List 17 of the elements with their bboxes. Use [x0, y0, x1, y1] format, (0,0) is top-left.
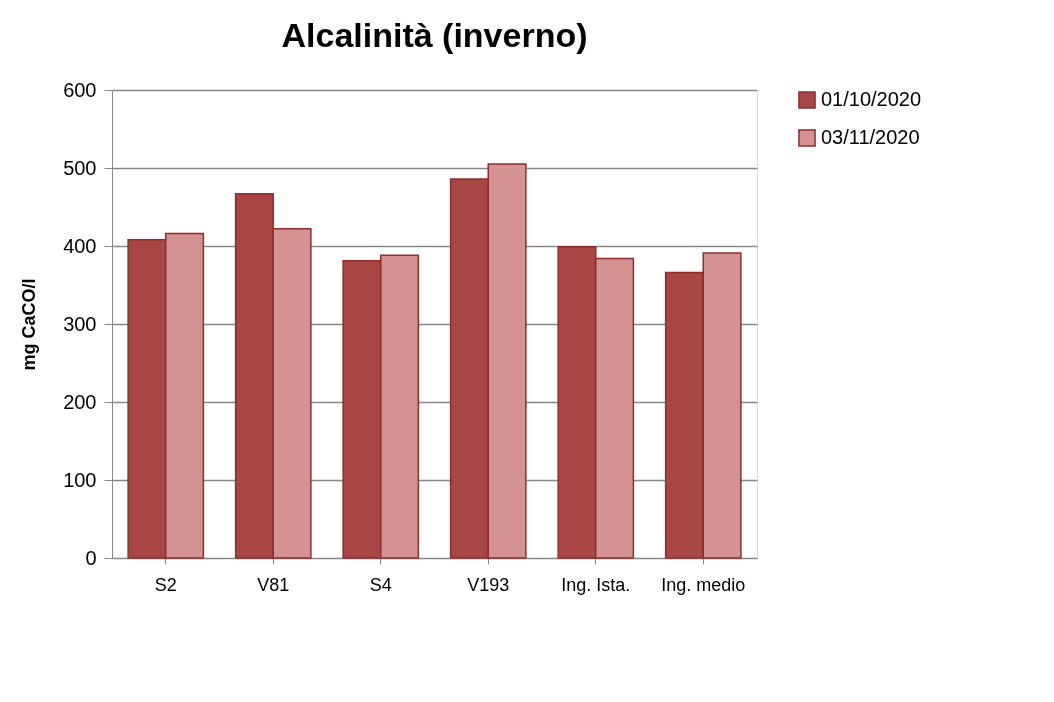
y-tick-label: 600	[63, 78, 97, 101]
x-tick-label: Ing. medio	[661, 574, 746, 595]
legend-label: 03/11/2020	[821, 126, 920, 148]
y-tick-label: 200	[63, 390, 97, 413]
legend-label: 01/10/2020	[821, 88, 922, 110]
y-axis-title: mg CaCO/l	[19, 278, 40, 371]
x-tick-label: Ing. Ista.	[561, 574, 631, 595]
y-tick-label: 300	[63, 312, 97, 335]
y-tick-label: 0	[85, 546, 97, 569]
x-tick-label: S4	[369, 574, 392, 595]
y-tick-label: 500	[63, 156, 97, 179]
x-tick-label: V193	[467, 574, 510, 595]
y-tick-label: 100	[63, 468, 97, 491]
y-tick-label: 400	[63, 234, 97, 257]
chart-title: Alcalinità (inverno)	[281, 16, 588, 54]
x-tick-label: S2	[154, 574, 177, 595]
x-tick-label: V81	[257, 574, 290, 595]
